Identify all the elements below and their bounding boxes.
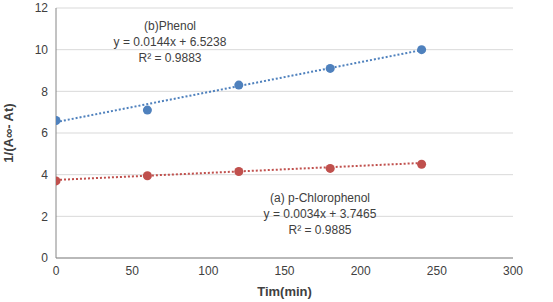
svg-text:8: 8 [41, 85, 48, 99]
svg-text:12: 12 [35, 1, 49, 15]
svg-text:300: 300 [503, 264, 523, 278]
svg-text:50: 50 [125, 264, 139, 278]
html-text:y = 0.0144x + 6.5238: y = 0.0144x + 6.5238 [113, 35, 227, 49]
svg-text:1/(A∞- At): 1/(A∞- At) [8, 103, 16, 162]
svg-text:0: 0 [53, 264, 60, 278]
html-text:(a) p-Chlorophenol: (a) p-Chlorophenol [270, 191, 370, 205]
svg-text:0: 0 [41, 251, 48, 265]
html-text:R² = 0.9883: R² = 0.9883 [138, 51, 202, 65]
svg-text:2: 2 [41, 210, 48, 224]
svg-text:100: 100 [198, 264, 218, 278]
html-text:R² = 0.9885: R² = 0.9885 [288, 223, 352, 237]
svg-text:4: 4 [41, 168, 48, 182]
html-text:(b)Phenol: (b)Phenol [144, 19, 196, 33]
svg-text:150: 150 [274, 264, 294, 278]
svg-text:Tim(min): Tim(min) [257, 284, 312, 299]
html-text:y = 0.0034x + 3.7465: y = 0.0034x + 3.7465 [263, 207, 377, 221]
svg-text:200: 200 [351, 264, 371, 278]
svg-text:250: 250 [427, 264, 447, 278]
svg-text:10: 10 [35, 43, 49, 57]
svg-text:6: 6 [41, 126, 48, 140]
